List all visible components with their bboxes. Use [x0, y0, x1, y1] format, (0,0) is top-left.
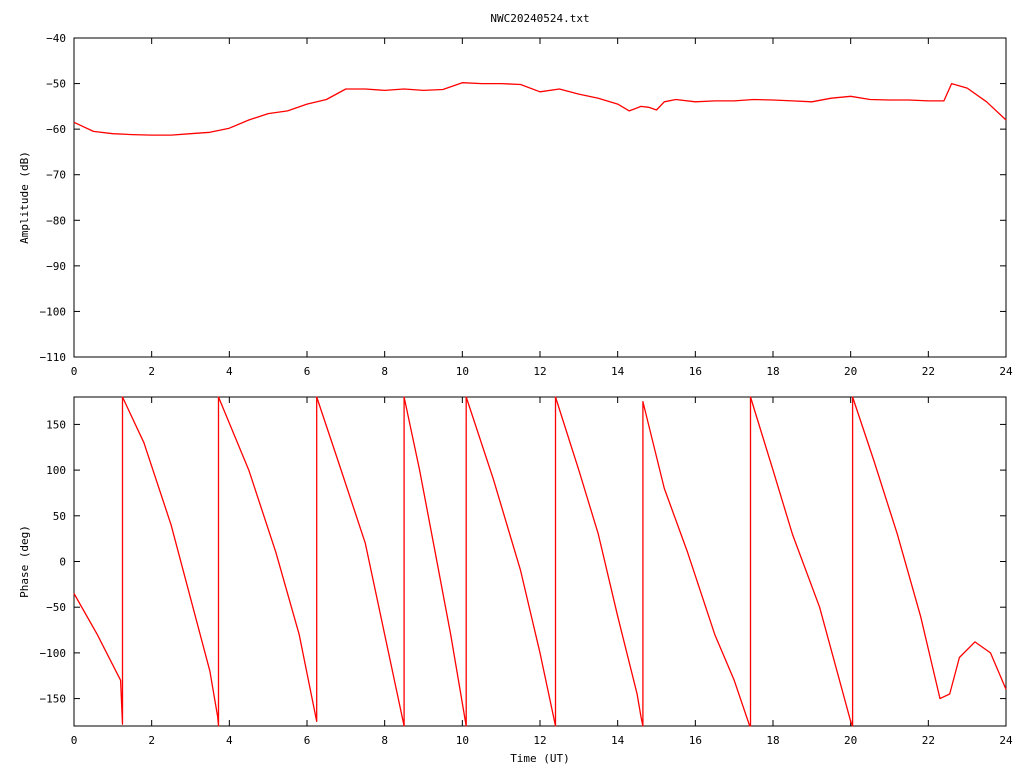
phase-y-tick-label: −50	[46, 601, 66, 614]
phase-x-tick-label: 14	[611, 734, 625, 747]
amplitude-y-tick-label: −60	[46, 123, 66, 136]
phase-x-tick-label: 20	[844, 734, 857, 747]
amplitude-y-tick-label: −80	[46, 214, 66, 227]
time-x-axis-label: Time (UT)	[510, 752, 570, 765]
amplitude-x-tick-label: 2	[148, 365, 155, 378]
amplitude-x-tick-label: 24	[999, 365, 1013, 378]
phase-x-tick-label: 6	[304, 734, 311, 747]
phase-y-axis-label: Phase (deg)	[18, 525, 31, 598]
phase-y-tick-label: 150	[46, 418, 66, 431]
amplitude-series-line	[73, 82, 1007, 136]
phase-panel: 0 2 4 6 8 10 12 14 16 18 20 22 24−150−100−5005010015…	[40, 396, 1013, 747]
amplitude-y-tick-label: −110	[40, 351, 67, 364]
amplitude-x-tick-label: 4	[226, 365, 233, 378]
amplitude-x-tick-label: 12	[533, 365, 546, 378]
phase-x-tick-label: 0	[71, 734, 78, 747]
phase-x-tick-label: 2	[148, 734, 155, 747]
phase-x-tick-label: 16	[689, 734, 702, 747]
amplitude-y-tick-label: −90	[46, 260, 66, 273]
phase-x-tick-label: 18	[766, 734, 779, 747]
phase-y-tick-label: 50	[53, 510, 66, 523]
amplitude-y-tick-label: −100	[40, 305, 67, 318]
amplitude-x-tick-label: 6	[304, 365, 311, 378]
chart-title: NWC20240524.txt	[490, 12, 589, 25]
phase-y-tick-label: −100	[40, 647, 67, 660]
amplitude-x-tick-label: 20	[844, 365, 857, 378]
amplitude-y-tick-label: −40	[46, 32, 66, 45]
amplitude-y-tick-label: −50	[46, 78, 66, 91]
amplitude-y-axis-label: Amplitude (dB)	[18, 151, 31, 244]
amplitude-x-tick-label: 22	[922, 365, 935, 378]
amplitude-panel: 0 2 4 6 8 10 12 14 16 18 20 22 24−110−100−90−80−70−6…	[40, 32, 1013, 378]
phase-series-line	[73, 396, 1007, 727]
amplitude-x-tick-label: 0	[71, 365, 78, 378]
phase-x-tick-label: 12	[533, 734, 546, 747]
phase-y-tick-label: −150	[40, 693, 67, 706]
phase-x-tick-label: 10	[456, 734, 469, 747]
phase-x-tick-label: 24	[999, 734, 1013, 747]
amplitude-x-tick-label: 10	[456, 365, 469, 378]
amplitude-x-tick-label: 8	[381, 365, 388, 378]
phase-x-tick-label: 22	[922, 734, 935, 747]
amplitude-x-tick-label: 16	[689, 365, 702, 378]
phase-x-tick-label: 4	[226, 734, 233, 747]
amplitude-y-tick-label: −70	[46, 169, 66, 182]
phase-y-tick-label: 0	[59, 556, 66, 569]
amplitude-plot-frame	[73, 37, 1007, 358]
phase-x-tick-label: 8	[381, 734, 388, 747]
amplitude-x-tick-label: 18	[766, 365, 779, 378]
phase-plot-frame	[73, 396, 1007, 727]
phase-y-tick-label: 100	[46, 464, 66, 477]
amplitude-x-tick-label: 14	[611, 365, 625, 378]
